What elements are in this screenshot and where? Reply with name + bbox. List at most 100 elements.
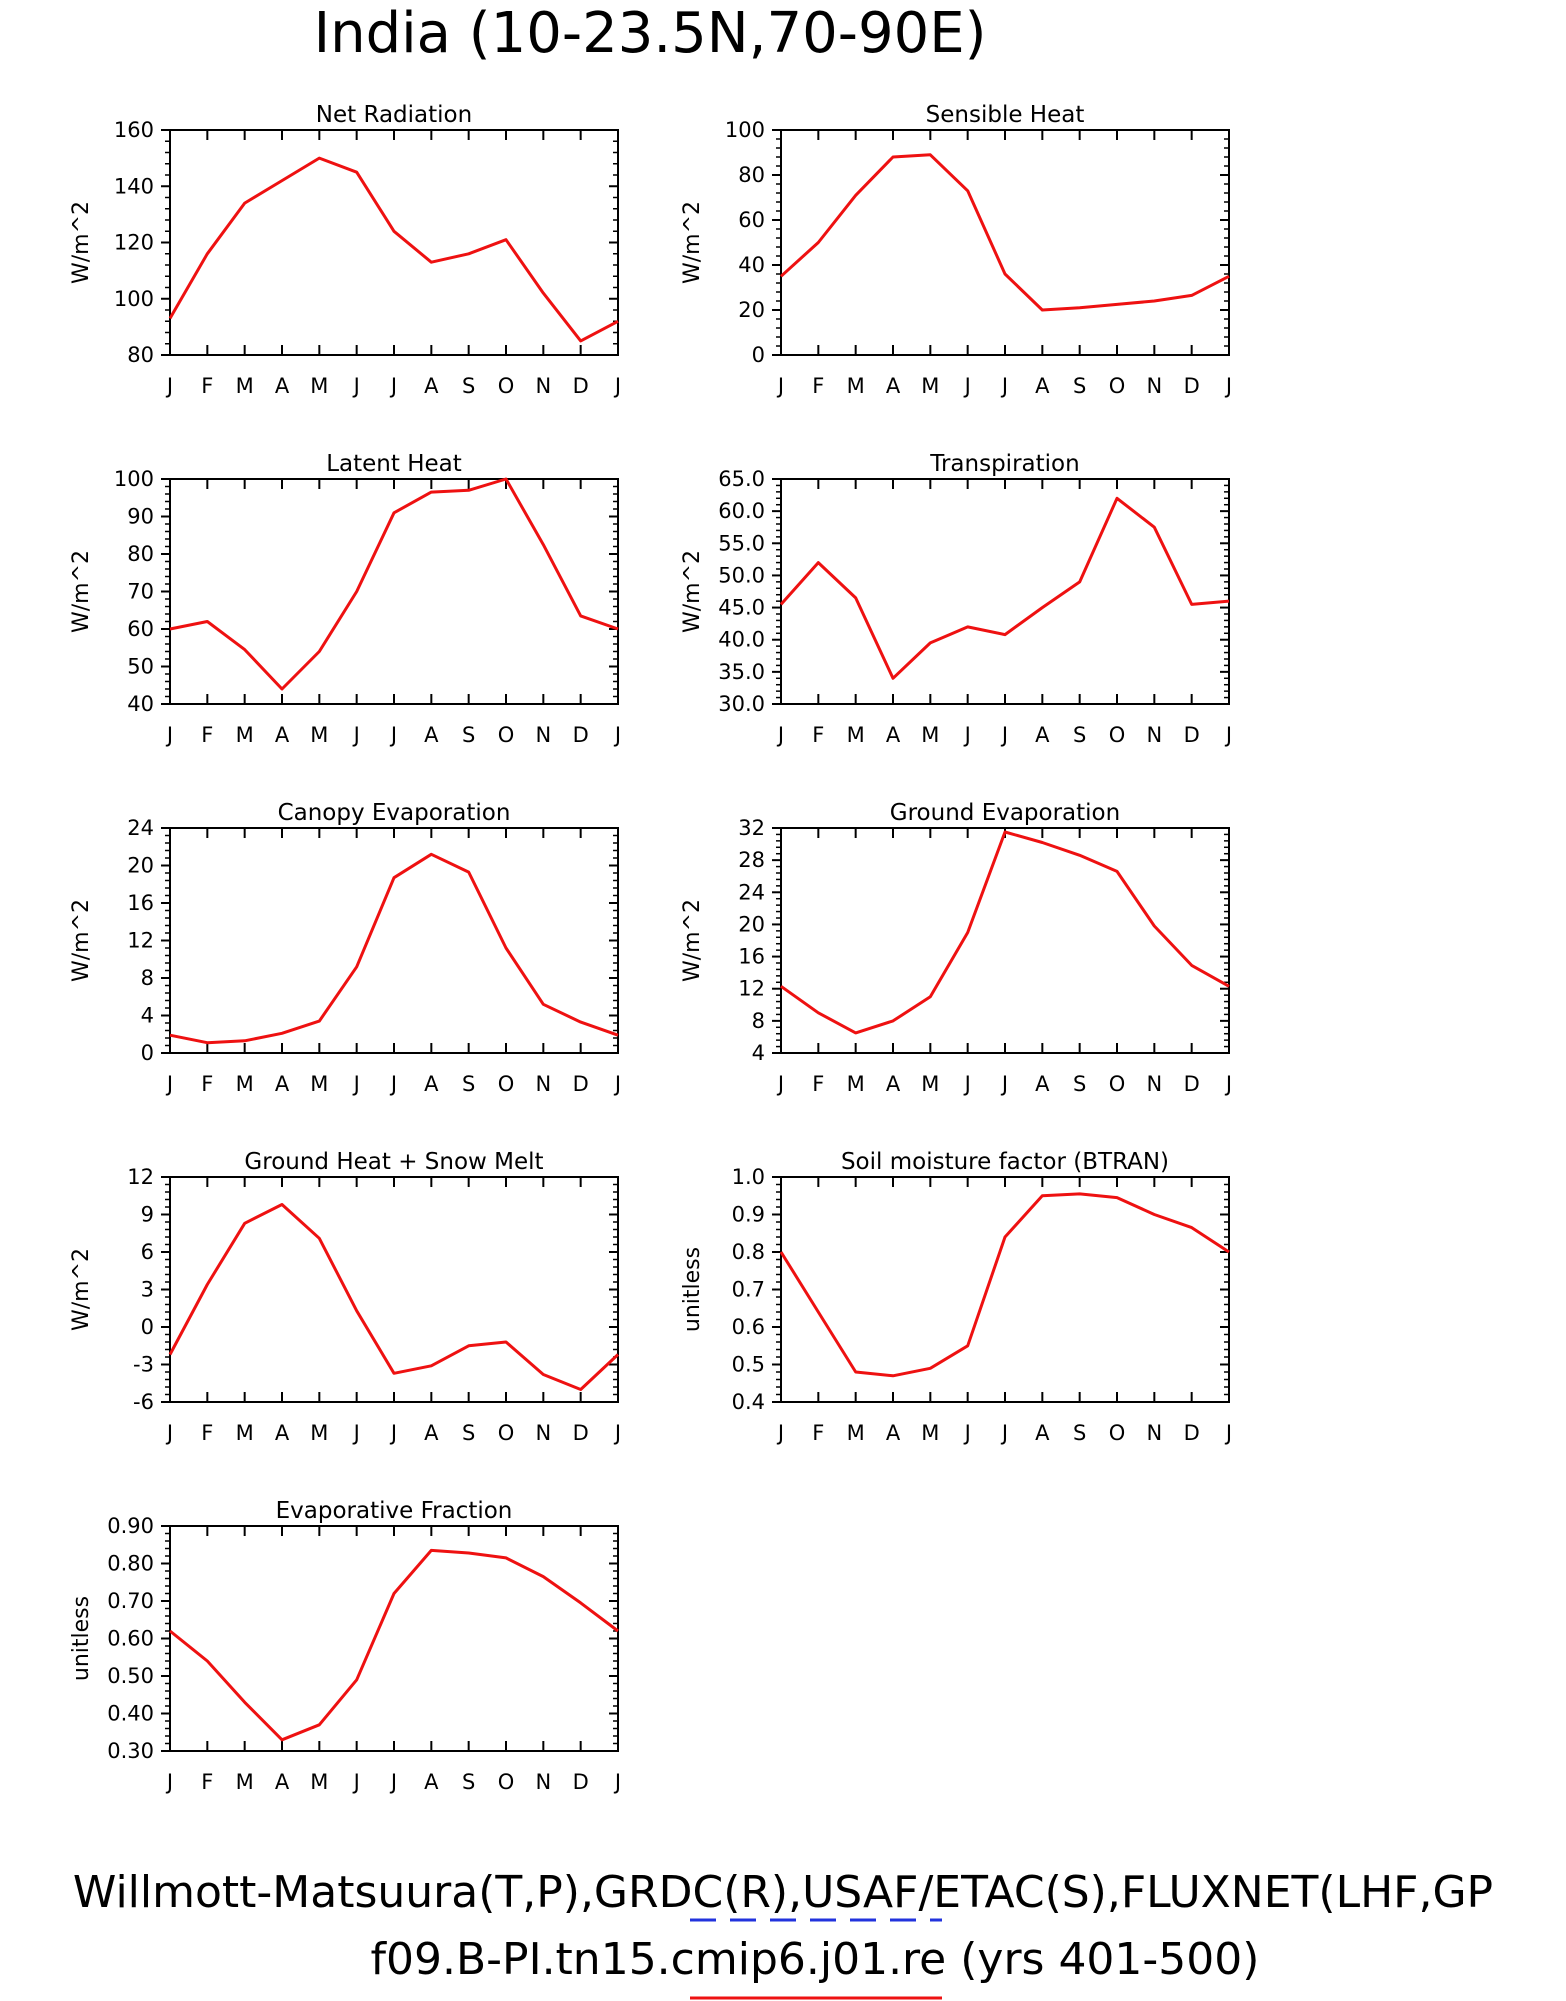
y-tick-label: 100 [114, 467, 154, 491]
x-tick-label: S [1073, 374, 1086, 398]
x-tick-label: A [1035, 1421, 1050, 1445]
series-line [169, 852, 619, 1045]
y-tick-label: 50 [127, 655, 154, 679]
x-tick-label: D [573, 1421, 589, 1445]
y-tick-label: 1.0 [732, 1165, 765, 1189]
x-tick-label: J [389, 374, 397, 398]
x-tick-label: F [812, 374, 824, 398]
x-tick-label: A [886, 1421, 901, 1445]
y-tick-label: 0.9 [732, 1203, 765, 1227]
x-tick-label: A [1035, 1072, 1050, 1096]
x-tick-label: S [462, 723, 475, 747]
x-tick-label: J [165, 1072, 173, 1096]
panel-title: Sensible Heat [926, 102, 1085, 128]
series-line [169, 477, 619, 691]
x-tick-label: J [1000, 1072, 1008, 1096]
x-tick-label: J [352, 723, 360, 747]
x-tick-label: F [812, 1421, 824, 1445]
x-tick-label: S [1073, 723, 1086, 747]
y-tick-label: 100 [725, 118, 765, 142]
x-tick-label: M [236, 1421, 254, 1445]
y-axis-label: W/m^2 [680, 550, 705, 633]
y-tick-label: 0.40 [107, 1702, 154, 1726]
x-tick-label: D [573, 723, 589, 747]
y-axis-label: W/m^2 [69, 201, 94, 284]
panel-title: Soil moisture factor (BTRAN) [841, 1149, 1169, 1175]
y-tick-label: 80 [738, 163, 765, 187]
y-tick-label: 0.50 [107, 1664, 154, 1688]
x-tick-label: F [201, 1421, 213, 1445]
x-tick-label: M [847, 1421, 865, 1445]
x-tick-label: J [963, 723, 971, 747]
x-tick-label: N [1146, 723, 1162, 747]
series-line [779, 496, 1230, 680]
x-tick-label: A [275, 1421, 290, 1445]
x-tick-label: D [1184, 1072, 1200, 1096]
x-tick-label: J [352, 1072, 360, 1096]
x-tick-label: A [886, 723, 901, 747]
x-tick-label: J [613, 1421, 621, 1445]
y-tick-label: 0.30 [107, 1739, 154, 1763]
y-axis-label: unitless [680, 1247, 705, 1332]
x-tick-label: N [1146, 1421, 1162, 1445]
x-tick-label: M [921, 1421, 939, 1445]
x-tick-label: N [1146, 1072, 1162, 1096]
x-tick-label: J [776, 374, 784, 398]
y-tick-label: 0.6 [732, 1315, 765, 1339]
y-tick-label: 12 [127, 929, 154, 953]
y-axis-label: W/m^2 [680, 201, 705, 284]
y-tick-label: -6 [133, 1390, 154, 1414]
x-tick-label: M [847, 374, 865, 398]
x-tick-label: M [921, 374, 939, 398]
y-tick-label: 65.0 [718, 467, 765, 491]
x-tick-label: A [275, 1770, 290, 1794]
x-tick-label: O [498, 1770, 515, 1794]
y-axis-label: W/m^2 [680, 899, 705, 982]
y-tick-label: 0 [141, 1315, 154, 1339]
x-tick-label: M [847, 723, 865, 747]
series-line [779, 1192, 1230, 1378]
y-tick-label: 0.5 [732, 1353, 765, 1377]
y-tick-label: 40 [738, 253, 765, 277]
x-tick-label: J [1224, 1421, 1232, 1445]
x-tick-label: J [389, 1770, 397, 1794]
x-tick-label: M [236, 1072, 254, 1096]
y-tick-label: 20 [738, 912, 765, 936]
x-tick-label: J [389, 1072, 397, 1096]
x-tick-label: M [310, 723, 328, 747]
x-tick-label: J [963, 1072, 971, 1096]
series-line [169, 1548, 619, 1742]
y-tick-label: 0 [752, 343, 765, 367]
x-tick-label: M [310, 374, 328, 398]
x-tick-label: D [1184, 374, 1200, 398]
x-tick-label: J [776, 1421, 784, 1445]
y-tick-label: 9 [141, 1203, 154, 1227]
x-tick-label: J [352, 374, 360, 398]
y-tick-label: 60 [738, 208, 765, 232]
x-tick-label: S [462, 1770, 475, 1794]
x-tick-label: A [424, 374, 439, 398]
x-tick-label: J [165, 1421, 173, 1445]
y-tick-label: 55.0 [718, 531, 765, 555]
y-tick-label: 20 [738, 298, 765, 322]
x-tick-label: J [613, 1770, 621, 1794]
x-tick-label: J [613, 374, 621, 398]
panel-title: Transpiration [929, 451, 1079, 477]
x-tick-label: F [812, 1072, 824, 1096]
series-line [780, 830, 1230, 1035]
y-tick-label: 160 [114, 118, 154, 142]
y-tick-label: 140 [114, 174, 154, 198]
x-tick-label: N [535, 723, 551, 747]
x-tick-label: A [424, 1421, 439, 1445]
x-tick-label: D [573, 374, 589, 398]
y-tick-label: 60.0 [718, 499, 765, 523]
y-tick-label: 0 [141, 1041, 154, 1065]
x-tick-label: M [921, 723, 939, 747]
x-tick-label: J [1000, 723, 1008, 747]
case-name: f09.B-PI.tn15.cmip6.j01.re (yrs 401-500) [371, 1934, 1260, 1985]
panel-title: Latent Heat [326, 451, 462, 477]
